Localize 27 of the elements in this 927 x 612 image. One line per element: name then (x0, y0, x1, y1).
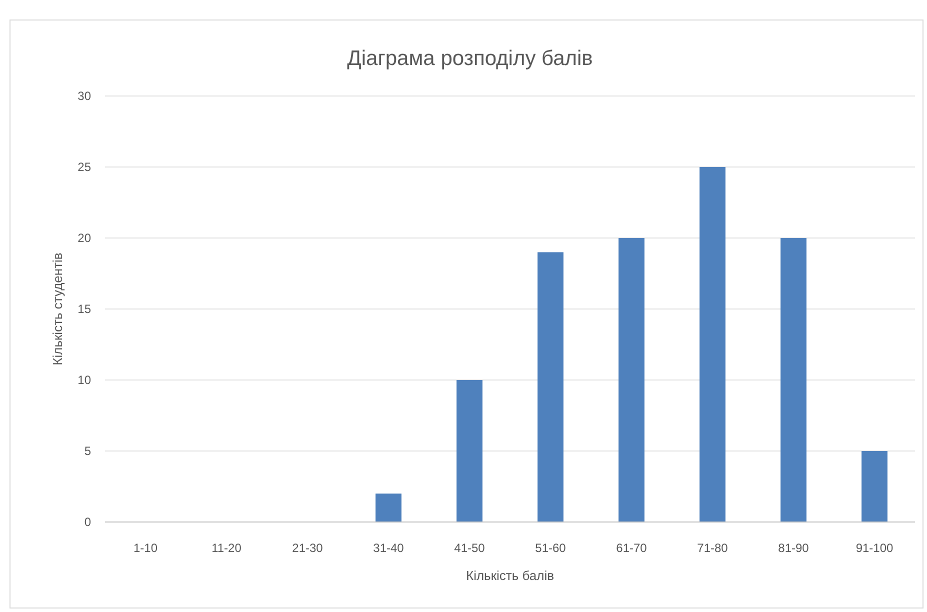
bar (862, 451, 888, 522)
y-tick-label: 15 (78, 302, 92, 316)
chart-title: Діаграма розподілу балів (347, 47, 593, 70)
bar (780, 238, 806, 522)
bar (376, 494, 402, 522)
x-tick-label: 91-100 (856, 541, 894, 555)
y-axis-title: Кількість студентів (50, 252, 65, 366)
y-tick-label: 25 (78, 160, 92, 174)
bar (700, 167, 726, 522)
x-tick-label: 21-30 (292, 541, 324, 555)
x-tick-label: 61-70 (616, 541, 648, 555)
y-tick-label: 10 (78, 373, 92, 387)
y-tick-label: 0 (84, 515, 92, 529)
x-tick-label: 41-50 (454, 541, 486, 555)
bar (456, 380, 482, 522)
x-axis-title: Кількість балів (466, 568, 554, 583)
bar (538, 252, 564, 522)
x-tick-label: 71-80 (697, 541, 728, 555)
y-tick-label: 20 (78, 231, 92, 245)
x-tick-label: 1-10 (133, 541, 158, 555)
y-tick-label: 5 (84, 444, 92, 458)
x-tick-label: 11-20 (212, 541, 242, 555)
x-tick-label: 31-40 (373, 541, 404, 555)
bar (618, 238, 644, 522)
x-tick-label: 51-60 (535, 541, 566, 555)
x-tick-label: 81-90 (778, 541, 810, 555)
y-tick-label: 30 (78, 89, 92, 103)
